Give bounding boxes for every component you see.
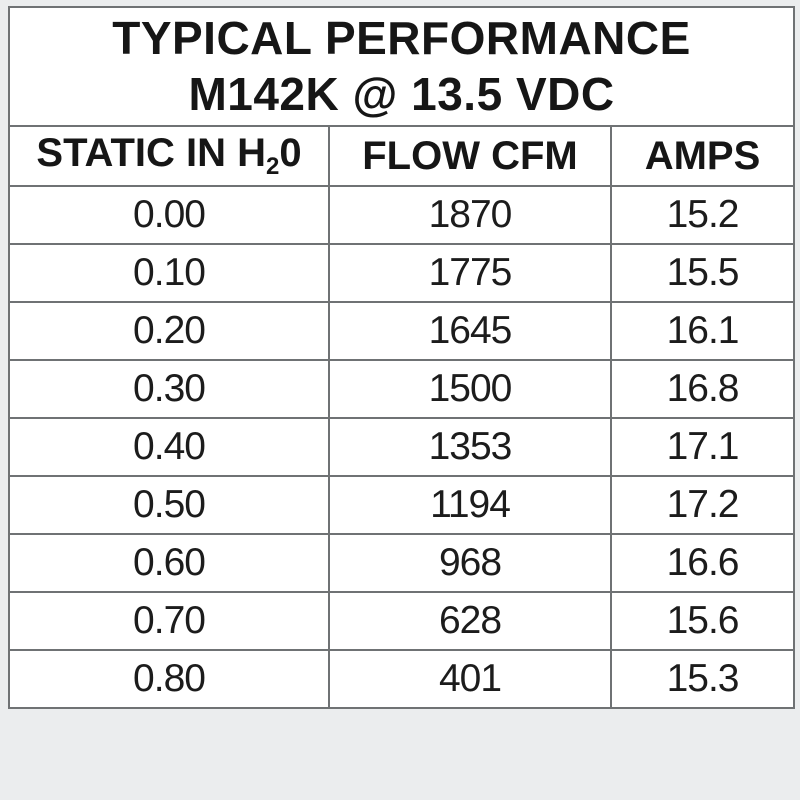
cell-flow: 1194 <box>328 475 612 535</box>
static-header-prefix: STATIC IN H <box>36 131 266 175</box>
cell-amps: 17.2 <box>609 475 796 535</box>
cell-flow: 1775 <box>328 243 612 303</box>
table-row: 0.50 1194 17.2 <box>8 475 796 535</box>
cell-amps: 15.3 <box>609 649 796 709</box>
table-title-line2: M142K @ 13.5 VDC <box>188 67 615 120</box>
table-row: 0.10 1775 15.5 <box>8 243 796 303</box>
cell-flow: 1870 <box>328 185 612 245</box>
cell-flow: 1500 <box>328 359 612 419</box>
cell-flow: 1353 <box>328 417 612 477</box>
cell-amps: 15.5 <box>609 243 796 303</box>
table-title: TYPICAL PERFORMANCE M142K @ 13.5 VDC <box>7 6 796 127</box>
cell-static: 0.70 <box>8 591 330 651</box>
table-row: 0.20 1645 16.1 <box>8 301 796 361</box>
table-title-line1: TYPICAL PERFORMANCE <box>112 12 691 65</box>
cell-static: 0.10 <box>8 243 330 303</box>
static-header-subscript: 2 <box>266 153 280 180</box>
static-header-suffix: 0 <box>279 131 302 175</box>
cell-flow: 968 <box>328 533 612 593</box>
table-row: 0.30 1500 16.8 <box>8 359 796 419</box>
table-row: 0.40 1353 17.1 <box>8 417 796 477</box>
header-row: STATIC IN H20 FLOW CFM AMPS <box>8 125 796 187</box>
title-row: TYPICAL PERFORMANCE M142K @ 13.5 VDC <box>7 6 796 127</box>
cell-flow: 628 <box>328 591 612 651</box>
cell-amps: 17.1 <box>609 417 796 477</box>
column-header-static: STATIC IN H20 <box>8 125 330 187</box>
cell-static: 0.50 <box>8 475 330 535</box>
cell-static: 0.40 <box>8 417 330 477</box>
table-row: 0.00 1870 15.2 <box>8 185 796 245</box>
cell-amps: 15.2 <box>609 185 796 245</box>
cell-amps: 16.6 <box>609 533 796 593</box>
performance-table: TYPICAL PERFORMANCE M142K @ 13.5 VDC STA… <box>7 6 796 709</box>
table-row: 0.80 401 15.3 <box>8 649 796 709</box>
column-header-amps: AMPS <box>609 125 796 187</box>
column-header-flow: FLOW CFM <box>328 125 612 187</box>
table-row: 0.70 628 15.6 <box>8 591 796 651</box>
cell-static: 0.80 <box>8 649 330 709</box>
cell-flow: 1645 <box>328 301 612 361</box>
cell-static: 0.00 <box>8 185 330 245</box>
cell-amps: 16.8 <box>609 359 796 419</box>
cell-static: 0.60 <box>8 533 330 593</box>
cell-flow: 401 <box>328 649 612 709</box>
table-body: 0.00 1870 15.2 0.10 1775 15.5 0.20 1645 16.1 0.30… <box>8 185 796 709</box>
cell-static: 0.20 <box>8 301 330 361</box>
table-row: 0.60 968 16.6 <box>8 533 796 593</box>
cell-static: 0.30 <box>8 359 330 419</box>
cell-amps: 15.6 <box>609 591 796 651</box>
cell-amps: 16.1 <box>609 301 796 361</box>
